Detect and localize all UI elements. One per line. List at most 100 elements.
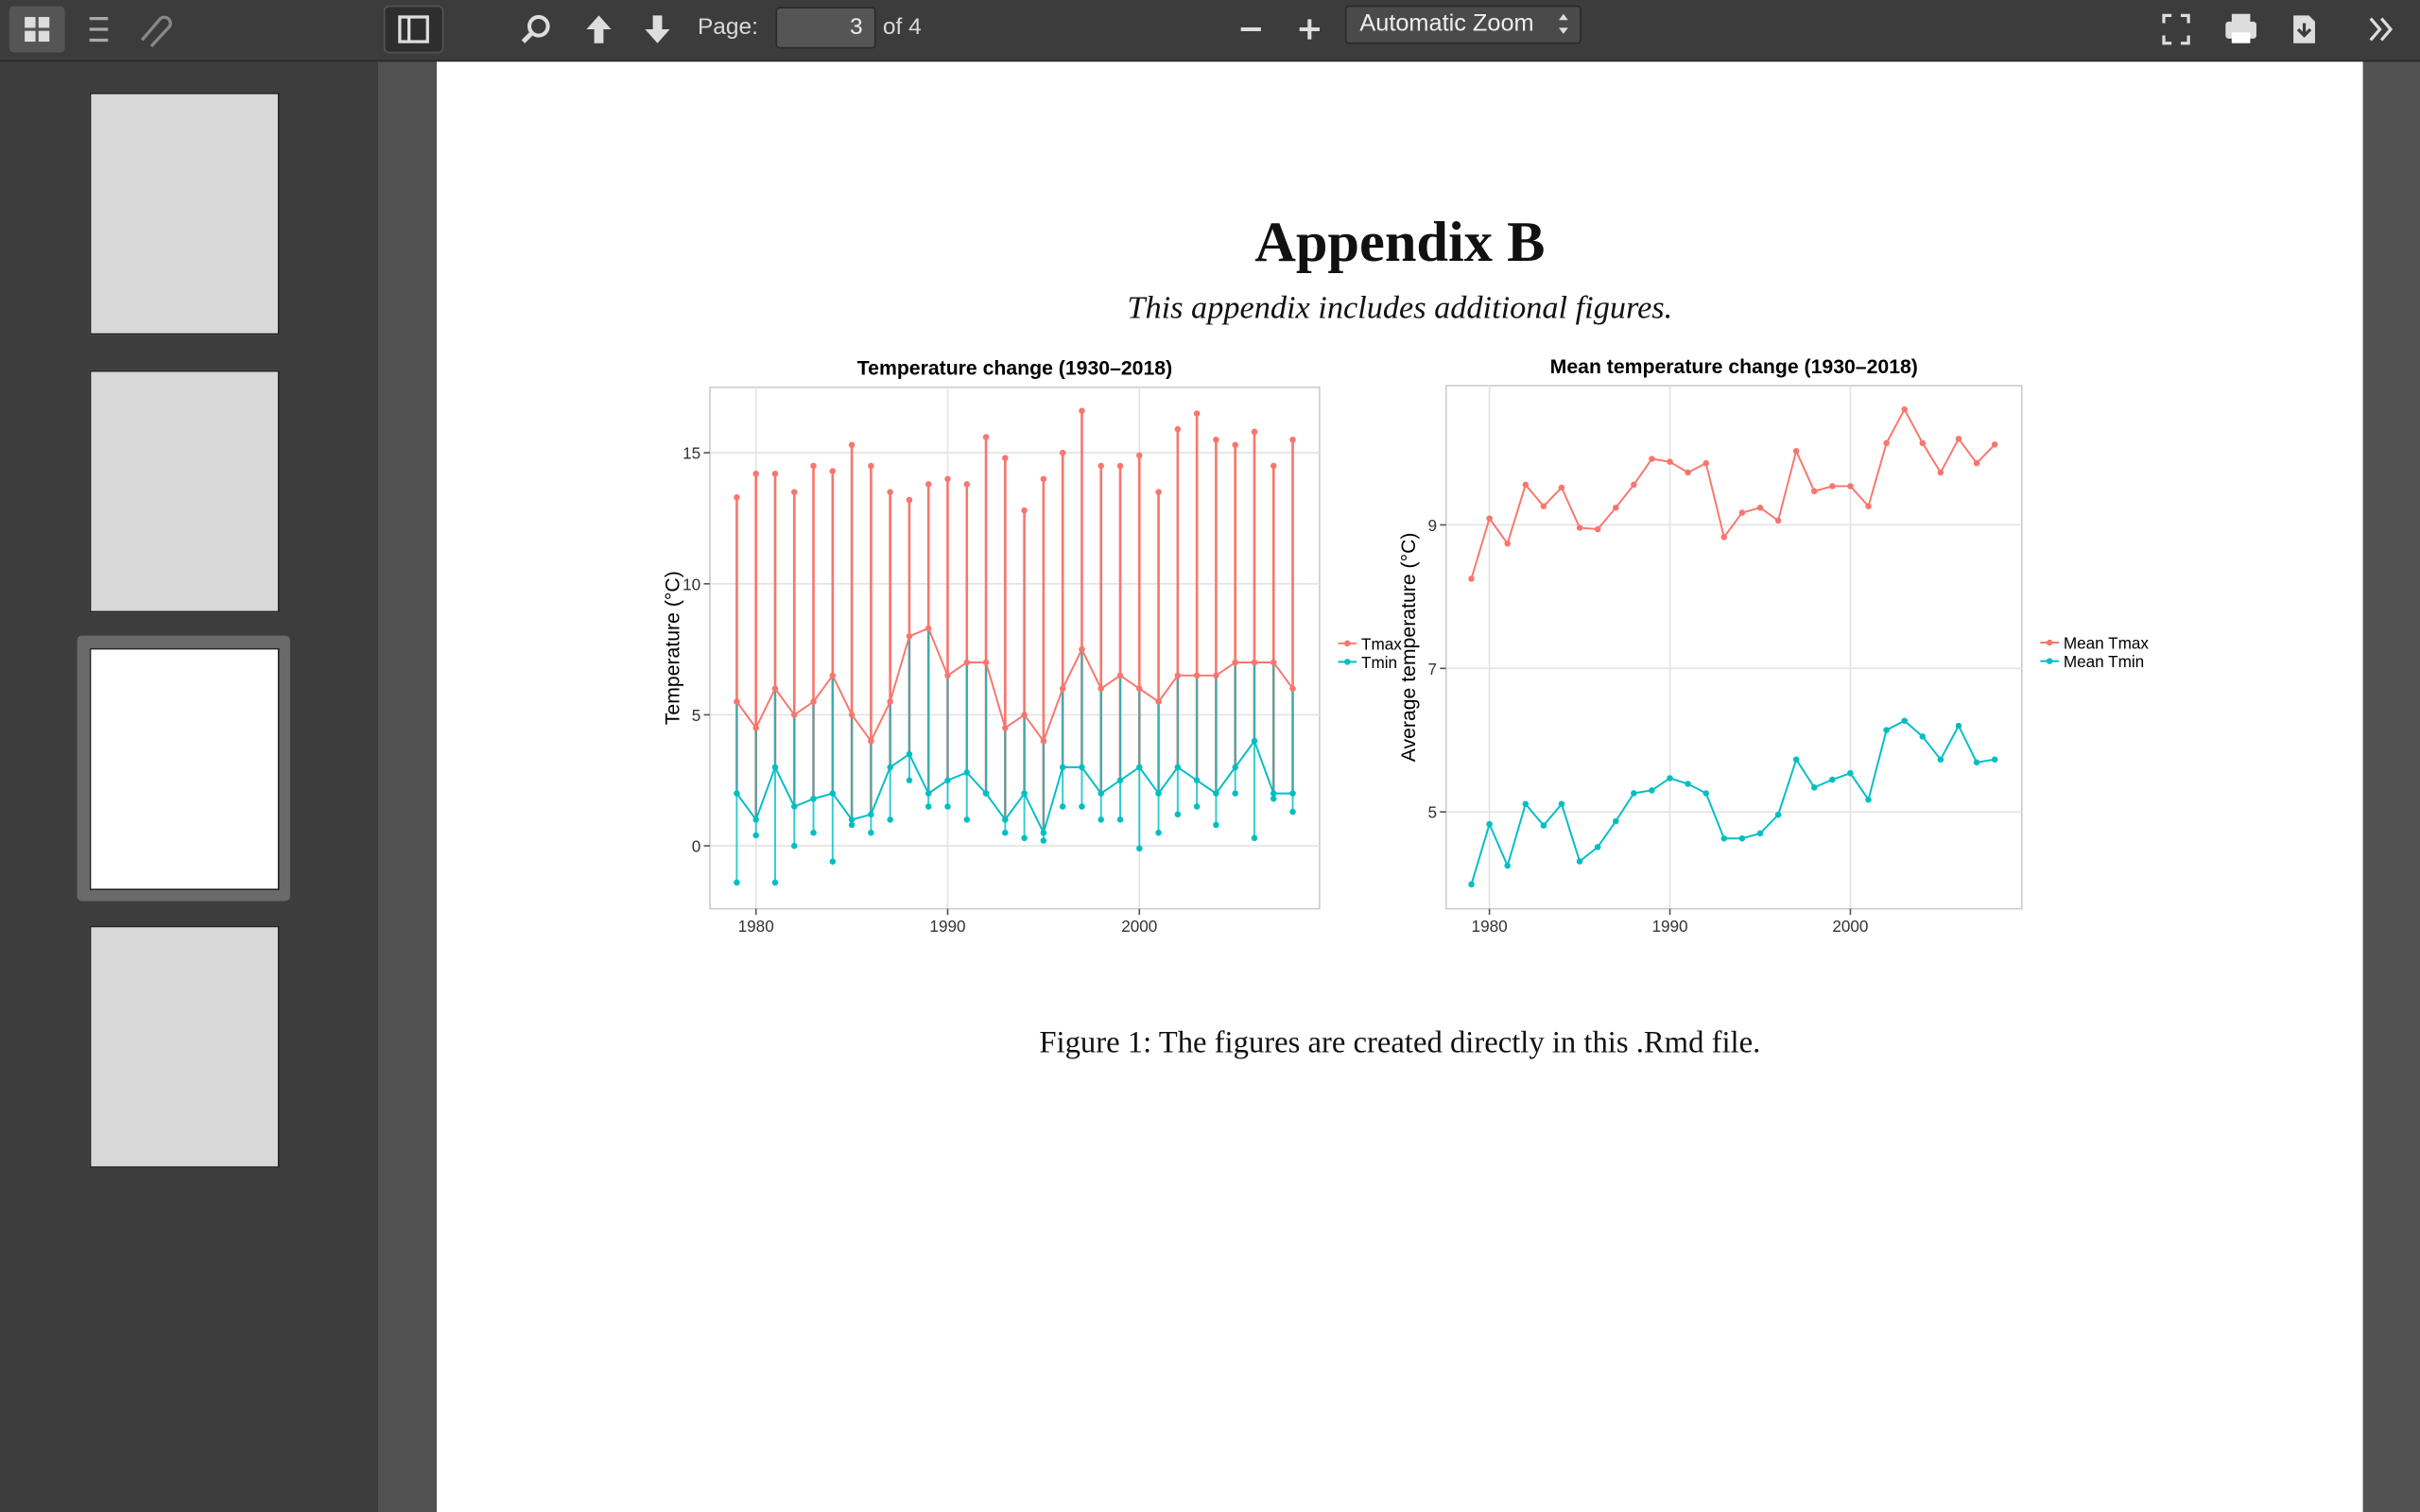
data-point — [1865, 503, 1872, 509]
range-point — [925, 481, 932, 488]
data-point — [829, 672, 837, 679]
range-point — [1002, 829, 1009, 836]
range-point — [771, 471, 779, 477]
range-point — [1213, 436, 1219, 443]
data-point — [1098, 790, 1104, 797]
range-point — [1098, 816, 1104, 823]
range-point — [906, 777, 913, 784]
data-point — [1919, 733, 1927, 740]
legend-label: Mean Tmax — [2064, 634, 2150, 653]
data-point — [1002, 725, 1009, 731]
y-tick-label: 7 — [1427, 660, 1437, 679]
y-tick-label: 10 — [683, 575, 700, 593]
presentation-mode[interactable] — [2162, 13, 2190, 45]
data-point — [1079, 645, 1085, 653]
data-point — [1213, 672, 1219, 679]
data-point — [1685, 469, 1691, 476]
data-point — [887, 764, 893, 771]
thumbnails-button[interactable] — [9, 6, 65, 53]
data-point — [734, 790, 740, 797]
data-point — [1289, 685, 1296, 692]
data-point — [1116, 777, 1124, 784]
page-label: Page: — [697, 13, 758, 41]
range-point — [734, 493, 740, 501]
range-point — [887, 489, 893, 495]
data-point — [1955, 436, 1962, 442]
data-point — [1193, 672, 1201, 679]
data-point — [1040, 737, 1047, 745]
data-point — [1703, 459, 1709, 467]
document-subtitle: This appendix includes additional figure… — [1127, 288, 1673, 326]
data-point — [771, 685, 779, 692]
data-point — [1631, 790, 1637, 797]
range-point — [829, 858, 837, 865]
range-point — [1136, 452, 1143, 459]
data-point — [1213, 790, 1219, 797]
page-thumbnail[interactable] — [89, 92, 280, 335]
data-point — [963, 769, 971, 776]
range-point — [1174, 425, 1182, 433]
data-point — [734, 698, 740, 705]
range-point — [1270, 462, 1277, 470]
data-point — [1774, 517, 1782, 524]
data-point — [1756, 830, 1764, 837]
y-axis-label: Average temperature (°C) — [1398, 532, 1420, 762]
data-point — [1810, 488, 1818, 495]
tools-button[interactable] — [2369, 17, 2394, 42]
x-tick-label: 1980 — [1472, 917, 1508, 936]
range-point — [1098, 462, 1104, 470]
page-thumbnail[interactable] — [89, 647, 280, 891]
data-point — [1193, 777, 1201, 784]
print-button[interactable] — [2225, 13, 2256, 43]
data-point — [1738, 834, 1746, 842]
download-button[interactable] — [2293, 15, 2315, 43]
data-point — [1720, 834, 1728, 842]
data-point — [1667, 458, 1673, 465]
data-point — [1738, 509, 1746, 516]
data-point — [1991, 441, 1998, 448]
range-point — [829, 468, 837, 474]
zoom-value[interactable]: Automatic Zoom — [1359, 10, 1534, 38]
x-tick-label: 1980 — [738, 917, 774, 936]
page-number[interactable]: 3 — [850, 13, 863, 41]
page-thumbnail[interactable] — [89, 369, 280, 613]
zoom-in[interactable] — [1299, 19, 1320, 40]
outline-button[interactable] — [89, 16, 109, 43]
y-tick-label: 5 — [692, 706, 701, 725]
data-point — [1720, 534, 1728, 541]
series-line — [735, 627, 1294, 744]
page-thumbnail[interactable] — [89, 925, 280, 1168]
data-point — [1901, 717, 1908, 724]
data-point — [752, 816, 759, 823]
data-point — [1937, 469, 1945, 476]
data-point — [1468, 881, 1475, 888]
data-point — [1136, 685, 1143, 692]
figure-caption: Figure 1: The figures are created direct… — [1039, 1025, 1761, 1060]
data-point — [1059, 764, 1066, 771]
range-point — [944, 475, 951, 483]
series-line — [735, 739, 1293, 835]
plot-panel — [1444, 385, 2023, 910]
data-point — [982, 790, 990, 797]
range-point — [925, 803, 932, 810]
data-point — [1155, 790, 1162, 797]
x-tick-label: 1990 — [1651, 917, 1687, 936]
range-point — [1174, 811, 1182, 818]
next-page[interactable] — [645, 15, 670, 43]
data-point — [887, 698, 893, 705]
data-point — [1174, 672, 1182, 679]
range-point — [868, 829, 874, 836]
range-point — [1079, 407, 1085, 415]
find-button[interactable] — [521, 14, 550, 43]
data-point — [1973, 459, 1980, 467]
range-point — [1232, 441, 1238, 449]
data-point — [1522, 481, 1530, 489]
data-point — [1232, 659, 1238, 666]
zoom-select[interactable] — [1344, 5, 1582, 44]
x-tick-label: 1990 — [929, 917, 965, 936]
page-input[interactable] — [775, 7, 876, 49]
range-point — [1289, 436, 1296, 443]
toolbar: Page: 3 of 4 Automatic Zoom — [0, 0, 2420, 62]
range-point — [1021, 507, 1028, 514]
attachments-button[interactable] — [140, 15, 172, 48]
